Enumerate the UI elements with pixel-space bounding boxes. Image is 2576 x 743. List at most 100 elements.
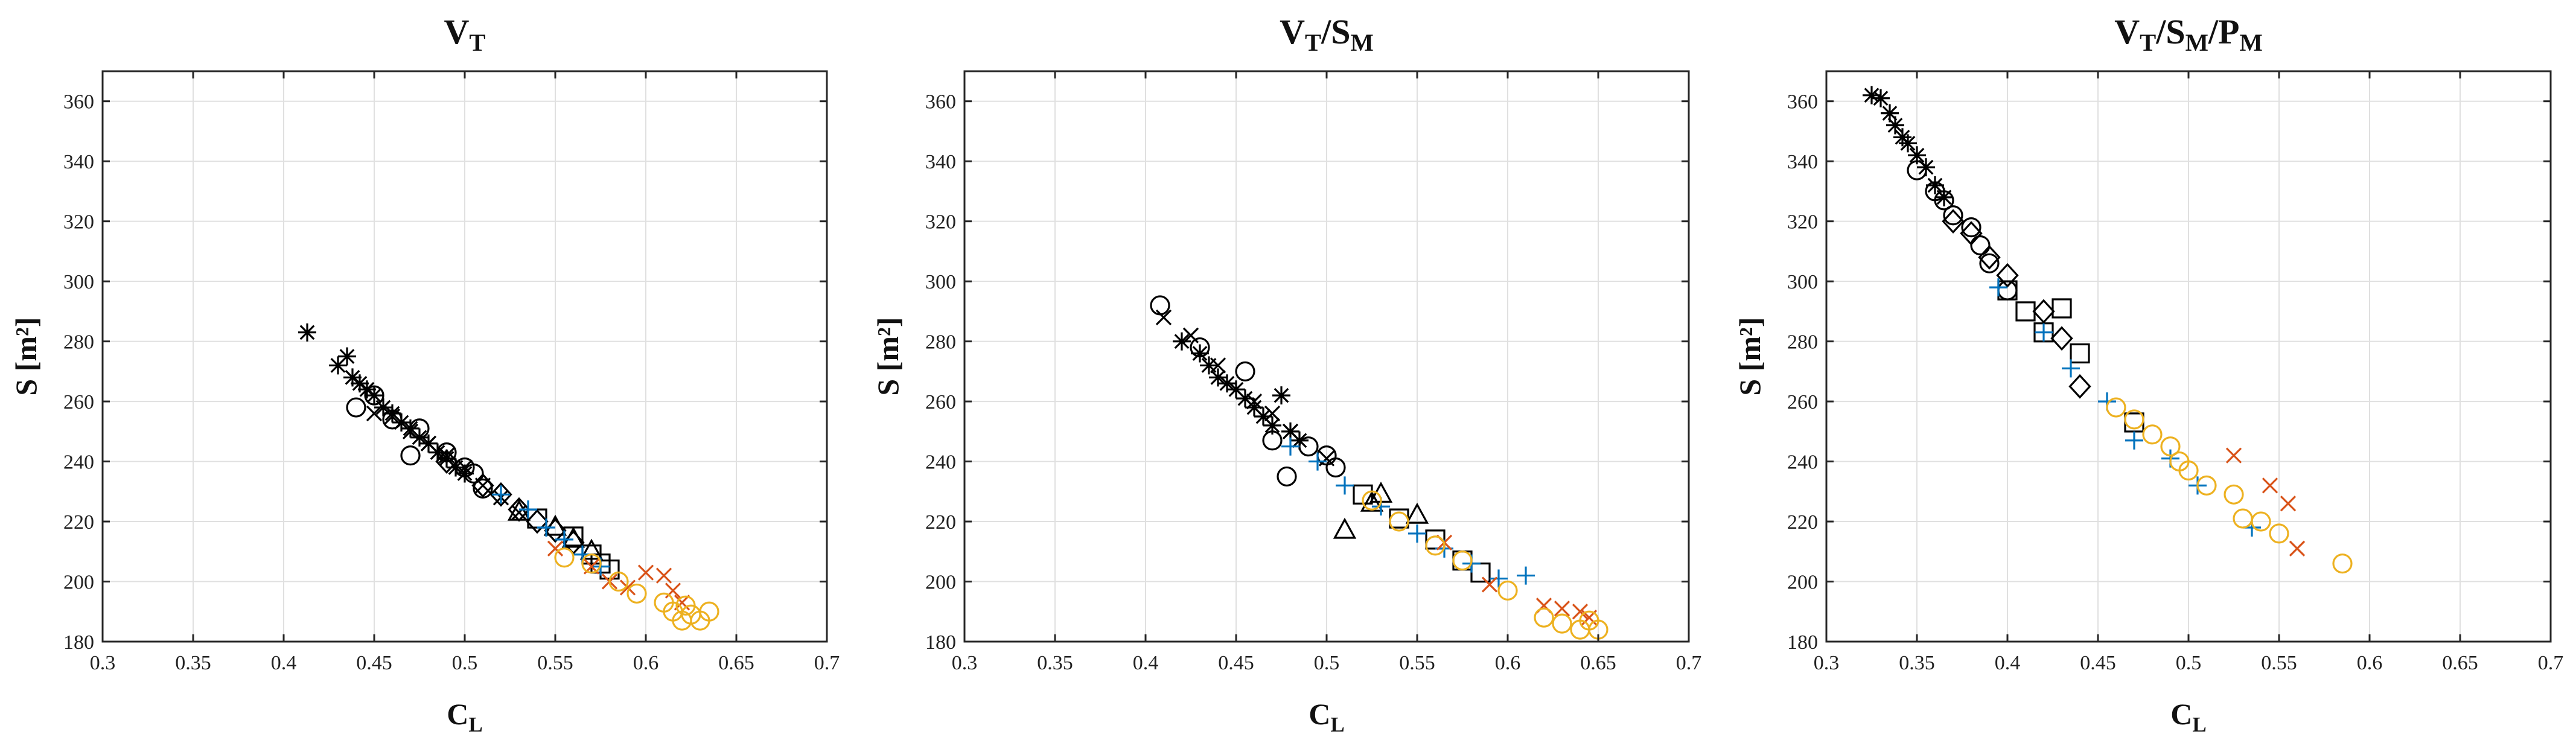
data-point-circle bbox=[2224, 484, 2244, 505]
series-circle-yellow bbox=[2106, 397, 2353, 574]
data-point-plus bbox=[1517, 566, 1535, 585]
y-tick-label: 340 bbox=[925, 151, 956, 173]
data-point-cross bbox=[1155, 309, 1172, 325]
x-tick-label: 0.3 bbox=[90, 652, 116, 674]
data-point-diamond bbox=[489, 482, 512, 507]
data-point-diamond bbox=[1942, 209, 1965, 234]
data-point-square bbox=[2015, 301, 2036, 322]
data-point-cross bbox=[1264, 405, 1281, 422]
data-point-plus bbox=[555, 530, 573, 549]
y-tick-label: 180 bbox=[63, 631, 94, 654]
data-point-circle bbox=[2269, 523, 2289, 544]
y-tick-label: 200 bbox=[925, 572, 956, 594]
data-point-triangle bbox=[1333, 517, 1357, 539]
data-point-circle bbox=[608, 571, 629, 592]
y-tick-label: 280 bbox=[925, 331, 956, 354]
data-point-square bbox=[2052, 298, 2072, 319]
data-point-circle bbox=[1190, 337, 1210, 358]
data-point-circle bbox=[2106, 397, 2126, 418]
data-point-asterisk bbox=[1926, 176, 1944, 194]
data-point-circle bbox=[1534, 607, 1554, 628]
data-point-asterisk bbox=[1863, 86, 1881, 104]
chart-title: VT​/SM​ bbox=[1280, 12, 1374, 56]
data-point-asterisk bbox=[1935, 188, 1953, 206]
chart-title-base: V bbox=[2114, 12, 2140, 51]
data-point-asterisk bbox=[1272, 386, 1290, 405]
data-point-triangle bbox=[543, 514, 567, 536]
data-point-plus bbox=[1309, 452, 1327, 471]
data-point-triangle bbox=[507, 499, 531, 521]
series-asterisk bbox=[1173, 332, 1309, 450]
x-tick-label: 0.35 bbox=[1037, 652, 1073, 674]
chart-title-separator: / bbox=[2155, 12, 2166, 51]
x-axis-label: CL​ bbox=[2170, 697, 2206, 736]
data-point-cross bbox=[1572, 604, 1589, 620]
x-axis-label-sub: L bbox=[1330, 713, 1344, 736]
y-tick-label: 320 bbox=[1787, 211, 1818, 234]
data-point-diamond bbox=[2032, 299, 2055, 324]
data-point-circle bbox=[1961, 217, 1981, 238]
y-tick-label: 320 bbox=[63, 211, 94, 234]
data-point-asterisk bbox=[1173, 332, 1191, 351]
data-point-plus bbox=[1989, 278, 2007, 297]
panel-2: 0.3 0.35 0.4 0.45 0.5 0.55 0.6 0.65 0.7 180 200 220… bbox=[871, 12, 1701, 736]
x-axis-label: CL​ bbox=[1309, 697, 1344, 736]
data-point-cross bbox=[1554, 601, 1570, 617]
x-tick-label: 0.4 bbox=[271, 652, 297, 674]
data-point-plus bbox=[1281, 437, 1299, 456]
y-tick-label: 280 bbox=[1787, 331, 1818, 354]
data-point-circle bbox=[2196, 475, 2217, 496]
data-point-plus bbox=[1336, 476, 1354, 495]
x-axis-label-base: C bbox=[447, 697, 468, 731]
panel-1: 0.3 0.35 0.4 0.45 0.5 0.55 0.6 0.65 0.7 180 200 220… bbox=[9, 12, 840, 736]
series-circle-yellow bbox=[1362, 490, 1608, 640]
data-point-asterisk bbox=[1245, 398, 1263, 417]
y-axis-label: S [m²] bbox=[1733, 317, 1767, 395]
series-cross-red bbox=[2225, 447, 2306, 556]
data-point-circle bbox=[1325, 457, 1346, 478]
series-circle bbox=[1907, 160, 2018, 301]
y-tick-label: 240 bbox=[63, 451, 94, 474]
x-tick-label: 0.45 bbox=[356, 652, 392, 674]
data-point-circle bbox=[1150, 295, 1170, 316]
data-point-circle bbox=[409, 418, 430, 439]
data-point-asterisk bbox=[1881, 104, 1899, 123]
x-tick-label: 0.65 bbox=[2442, 652, 2478, 674]
data-point-circle bbox=[382, 409, 403, 430]
series-asterisk bbox=[1863, 86, 1953, 206]
y-tick-label: 240 bbox=[1787, 451, 1818, 474]
data-point-triangle bbox=[1405, 502, 1429, 524]
data-point-circle bbox=[581, 553, 602, 574]
y-tick-label: 360 bbox=[63, 91, 94, 113]
y-tick-label: 200 bbox=[63, 572, 94, 594]
x-tick-label: 0.3 bbox=[1814, 652, 1840, 674]
data-point-plus bbox=[2035, 323, 2053, 342]
data-point-circle bbox=[2251, 511, 2271, 532]
x-axis-label-sub: L bbox=[2192, 713, 2206, 736]
chart-title: VT​ bbox=[444, 12, 486, 56]
x-tick-label: 0.55 bbox=[2261, 652, 2297, 674]
chart-title-part-sub: M bbox=[2185, 29, 2208, 56]
data-point-asterisk bbox=[1886, 116, 1904, 135]
data-point-cross bbox=[366, 405, 383, 422]
data-point-circle bbox=[699, 601, 719, 622]
data-point-asterisk bbox=[1200, 356, 1218, 375]
x-tick-label: 0.3 bbox=[952, 652, 978, 674]
data-point-cross bbox=[2289, 540, 2306, 556]
data-point-asterisk bbox=[1290, 431, 1309, 450]
x-tick-label: 0.7 bbox=[814, 652, 840, 674]
data-point-circle bbox=[1979, 253, 2000, 273]
x-axis-label-base: C bbox=[1309, 697, 1330, 731]
data-point-asterisk bbox=[1908, 146, 1926, 165]
y-tick-label: 300 bbox=[1787, 271, 1818, 293]
chart-title-part-base: P bbox=[2218, 12, 2239, 51]
x-axis-label-sub: L bbox=[468, 713, 482, 736]
data-point-triangle bbox=[561, 526, 585, 548]
x-tick-label: 0.4 bbox=[1995, 652, 2021, 674]
chart-title-sub: T bbox=[1305, 29, 1321, 56]
data-point-cross bbox=[655, 567, 672, 584]
data-point-asterisk bbox=[1236, 389, 1254, 408]
chart-title-separator: / bbox=[2208, 12, 2219, 51]
x-tick-label: 0.55 bbox=[1399, 652, 1435, 674]
